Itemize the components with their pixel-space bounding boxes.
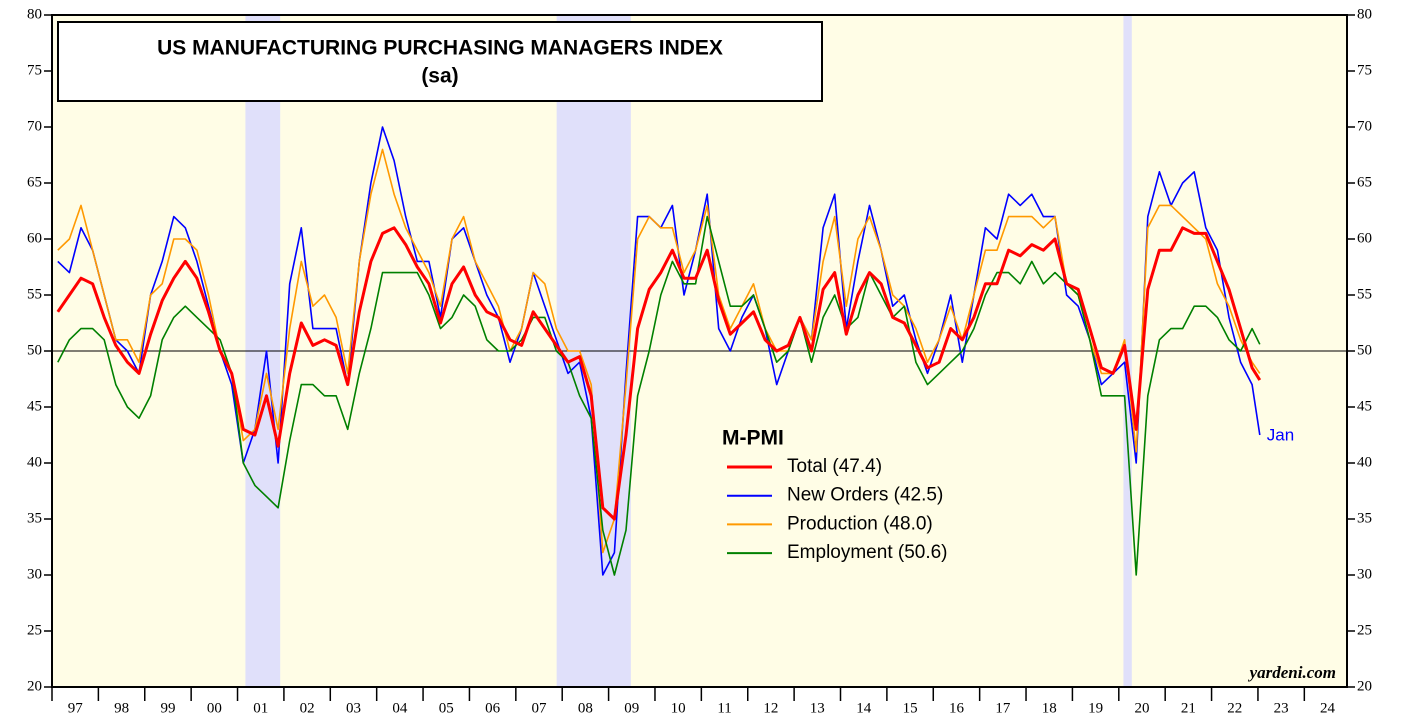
y2-tick-label: 70	[1357, 118, 1372, 134]
x-tick-label: 07	[532, 700, 548, 716]
y2-tick-label: 35	[1357, 510, 1372, 526]
x-tick-label: 23	[1274, 700, 1289, 716]
chart-title: US MANUFACTURING PURCHASING MANAGERS IND…	[157, 37, 723, 60]
y-tick-label: 25	[27, 622, 42, 638]
series-line	[56, 226, 1262, 521]
source: yardeni.com	[1248, 663, 1336, 682]
y2-tick-label: 65	[1357, 174, 1372, 190]
y-tick-label: 20	[27, 678, 42, 694]
y-tick-label: 50	[27, 342, 42, 358]
x-tick-label: 09	[624, 700, 639, 716]
y-tick-label: 80	[27, 6, 42, 22]
y2-tick-label: 30	[1357, 566, 1372, 582]
x-tick-label: 17	[995, 700, 1011, 716]
x-tick-label: 12	[763, 700, 778, 716]
x-tick-label: 16	[949, 700, 965, 716]
series-line	[57, 215, 1261, 576]
x-tick-label: 13	[810, 700, 825, 716]
series-line	[57, 148, 1261, 554]
legend-label: Production (48.0)	[787, 513, 933, 534]
x-tick-label: 22	[1227, 700, 1242, 716]
legend-label: Employment (50.6)	[787, 542, 948, 563]
y2-tick-label: 45	[1357, 398, 1372, 414]
x-tick-label: 14	[856, 700, 872, 716]
y2-tick-label: 75	[1357, 62, 1372, 78]
x-tick-label: 06	[485, 700, 501, 716]
y2-tick-label: 25	[1357, 622, 1372, 638]
x-tick-label: 98	[114, 700, 129, 716]
y2-tick-label: 80	[1357, 6, 1372, 22]
y-tick-label: 30	[27, 566, 42, 582]
y-tick-label: 35	[27, 510, 42, 526]
x-tick-label: 24	[1320, 700, 1336, 716]
y-tick-label: 55	[27, 286, 42, 302]
legend-title: M-PMI	[722, 427, 784, 450]
x-tick-label: 99	[160, 700, 175, 716]
y-tick-label: 40	[27, 454, 42, 470]
x-tick-label: 97	[68, 700, 84, 716]
x-tick-label: 05	[439, 700, 454, 716]
y2-tick-label: 50	[1357, 342, 1372, 358]
x-tick-label: 01	[253, 700, 268, 716]
y2-tick-label: 40	[1357, 454, 1372, 470]
title-box	[57, 21, 823, 102]
y2-tick-label: 60	[1357, 230, 1372, 246]
annotation: Jan	[1267, 425, 1294, 444]
legend-label: New Orders (42.5)	[787, 485, 943, 506]
y-tick-label: 75	[27, 62, 42, 78]
x-tick-label: 19	[1088, 700, 1103, 716]
x-tick-label: 04	[392, 700, 408, 716]
y2-tick-label: 20	[1357, 678, 1372, 694]
x-tick-label: 02	[300, 700, 315, 716]
x-tick-label: 00	[207, 700, 222, 716]
y-tick-label: 65	[27, 174, 42, 190]
x-tick-label: 20	[1134, 700, 1149, 716]
x-tick-label: 08	[578, 700, 593, 716]
x-tick-label: 18	[1042, 700, 1057, 716]
y2-tick-label: 55	[1357, 286, 1372, 302]
y-tick-label: 70	[27, 118, 42, 134]
y-tick-label: 45	[27, 398, 42, 414]
chart-subtitle: (sa)	[421, 65, 458, 88]
x-tick-label: 15	[903, 700, 918, 716]
legend-label: Total (47.4)	[787, 456, 882, 477]
x-tick-label: 11	[717, 700, 731, 716]
x-tick-label: 10	[671, 700, 686, 716]
x-tick-label: 21	[1181, 700, 1196, 716]
y-tick-label: 60	[27, 230, 42, 246]
x-tick-label: 03	[346, 700, 361, 716]
